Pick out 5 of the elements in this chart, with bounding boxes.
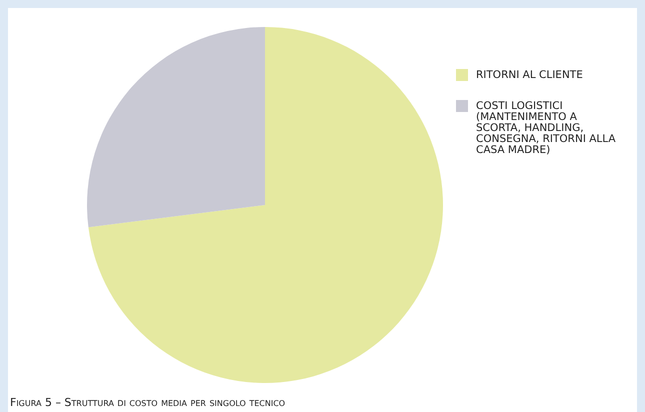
pie-slice [88,27,443,383]
pie-slice [87,27,265,228]
text: Figura 5 – Struttura di costo media per singolo tecnico [10,396,286,409]
legend-label: COSTI LOGISTICI (MANTENIMENTO A SCORTA, HANDLING, CONSEGNA, RITORNI ALLA CASA MADRE) [476,100,616,156]
legend-label: RITORNI AL CLIENTE [476,69,583,81]
